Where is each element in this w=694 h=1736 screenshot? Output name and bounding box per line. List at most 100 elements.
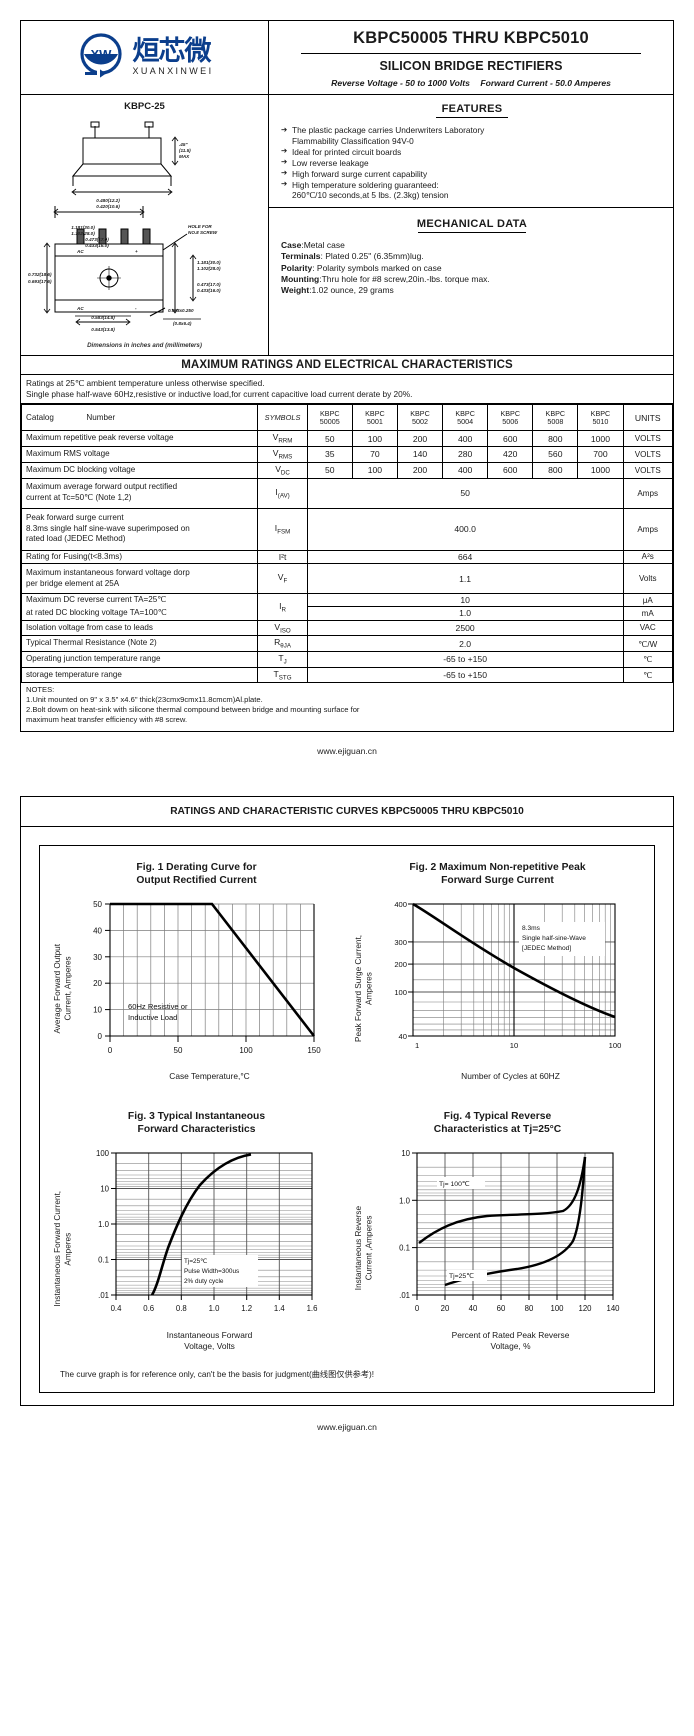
figure-row-1: Fig. 1 Derating Curve for Output Rectifi… bbox=[46, 860, 648, 1091]
param-description: storage temperature range bbox=[20, 666, 259, 684]
figure-3-annotation-line2: Pulse Width=300us bbox=[184, 1268, 239, 1275]
param-value: 560 bbox=[532, 446, 579, 463]
param-value: 100 bbox=[351, 461, 398, 479]
figure-1-annotation-line2: Inductive Load bbox=[128, 1013, 177, 1022]
brand-name-cn: 烜芯微 bbox=[132, 35, 211, 67]
param-value-span: 2500 bbox=[306, 619, 624, 637]
feature-text: Ideal for printed circuit boards bbox=[292, 146, 402, 157]
curves-disclaimer: The curve graph is for reference only, c… bbox=[60, 1369, 375, 1379]
figure-3-ylabel: Instantaneous Forward Current, Amperes bbox=[52, 1190, 72, 1307]
svg-text:40: 40 bbox=[399, 1032, 407, 1041]
feature-text-cont: 260℃/10 seconds,at 5 lbs. (2.3kg) tensio… bbox=[292, 190, 449, 201]
param-description: Rating for Fusing(t<8.3ms) bbox=[20, 549, 259, 565]
mechanical-row: Polarity: Polarity symbols marked on cas… bbox=[281, 263, 663, 274]
param-symbol: IR bbox=[257, 593, 308, 621]
table-row: Isolation voltage from case to leads VIS… bbox=[20, 619, 673, 637]
figure-4-xlabel-2: Voltage, % bbox=[490, 1341, 531, 1352]
number-label: Number bbox=[86, 412, 116, 422]
svg-text:1.0: 1.0 bbox=[98, 1220, 110, 1229]
param-value-span: 1.0 bbox=[306, 606, 624, 621]
mechanical-row: Terminals: Plated 0.25" (6.35mm)lug. bbox=[281, 251, 663, 262]
notes-heading: NOTES: bbox=[26, 685, 55, 695]
svg-text:(0.8x6.4): (0.8x6.4) bbox=[173, 321, 192, 326]
part-column-header: KBPC 5008 bbox=[532, 404, 579, 432]
svg-text:.01: .01 bbox=[399, 1291, 410, 1300]
param-description: at rated DC blocking voltage TA=100℃ bbox=[20, 606, 259, 621]
svg-text:120: 120 bbox=[578, 1304, 592, 1313]
param-description: Isolation voltage from case to leads bbox=[20, 619, 259, 637]
mechanical-row: Weight:1.02 ounce, 29 grams bbox=[281, 285, 663, 296]
mech-label: Weight bbox=[281, 285, 310, 296]
param-value: 1000 bbox=[577, 461, 624, 479]
symbols-header: SYMBOLS bbox=[257, 404, 308, 432]
param-unit: μA bbox=[622, 593, 673, 608]
param-value-span: 400.0 bbox=[306, 507, 624, 551]
svg-text:60: 60 bbox=[497, 1304, 506, 1313]
note-item: 2.Bolt dowm on heat-sink with silicone t… bbox=[26, 705, 360, 715]
param-description: Maximum repetitive peak reverse voltage bbox=[20, 430, 259, 448]
catalog-label: Catalog bbox=[26, 412, 54, 422]
condition-line-1: Ratings at 25℃ ambient temperature unles… bbox=[26, 378, 265, 388]
svg-text:0: 0 bbox=[98, 1032, 103, 1041]
param-value-span: 664 bbox=[306, 549, 624, 565]
param-symbol: VISO bbox=[257, 619, 308, 637]
param-value: 35 bbox=[306, 446, 353, 463]
svg-text:1.4: 1.4 bbox=[274, 1304, 286, 1313]
figure-2-annotation-line2: Single half-sine-Wave bbox=[522, 935, 586, 942]
figure-3-plot: 100 10 1.0 0.1 .01 0.4 0.6 0.8 1.0 1.2 bbox=[96, 1149, 317, 1313]
feature-text: High temperature soldering guaranteed: bbox=[292, 179, 439, 190]
svg-text:1.102(28.0): 1.102(28.0) bbox=[71, 231, 95, 236]
svg-text:100: 100 bbox=[609, 1041, 622, 1050]
product-subtitle: SILICON BRIDGE RECTIFIERS bbox=[379, 59, 563, 73]
figure-4: Fig. 4 Typical Reverse Characteristics a… bbox=[347, 1109, 648, 1362]
table-header-row: Catalog Number SYMBOLS KBPC 50005 KBPC 500… bbox=[20, 404, 673, 432]
mech-value: :Thru hole for #8 screw,20in.-lbs. torqu… bbox=[319, 273, 490, 284]
table-row: storage temperature range TSTG -65 to +1… bbox=[20, 666, 673, 684]
param-value: 200 bbox=[396, 430, 444, 448]
param-value: 420 bbox=[487, 446, 534, 463]
param-value: 400 bbox=[442, 430, 489, 448]
datasheet-page-2: RATINGS AND CHARACTERISTIC CURVES KBPC50… bbox=[0, 795, 694, 1442]
note-item: maximum heat transfer efficiency with #8… bbox=[26, 715, 188, 724]
figure-2-annotation-line3: [JEDEC Method] bbox=[522, 945, 571, 952]
svg-text:100: 100 bbox=[239, 1046, 253, 1055]
param-symbol: IFSM bbox=[257, 507, 308, 551]
param-symbol: VRMS bbox=[257, 446, 308, 463]
table-row: Operating junction temperature range TJ … bbox=[20, 650, 673, 668]
svg-text:300: 300 bbox=[394, 937, 407, 946]
figure-1-xlabel: Case Temperature,°C bbox=[169, 1070, 250, 1081]
curves-banner: RATINGS AND CHARACTERISTIC CURVES KBPC50… bbox=[21, 797, 673, 827]
svg-text:0: 0 bbox=[415, 1304, 420, 1313]
svg-text:0.433(16.0): 0.433(16.0) bbox=[197, 288, 221, 293]
mechanical-row: Case:Metal case bbox=[281, 240, 663, 251]
figure-2-title: Fig. 2 Maximum Non-repetitive Peak Forwa… bbox=[409, 861, 586, 886]
table-row: Typical Thermal Resistance (Note 2) RθJA… bbox=[20, 635, 673, 652]
param-symbol: VF bbox=[257, 563, 308, 595]
svg-text:1.0: 1.0 bbox=[209, 1304, 221, 1313]
features-list: The plastic package carries Underwriters… bbox=[281, 124, 663, 201]
svg-text:XW: XW bbox=[91, 47, 113, 62]
mech-value: : Plated 0.25" (6.35mm)lug. bbox=[320, 251, 424, 262]
param-value: 400 bbox=[442, 461, 489, 479]
figure-2-xlabel: Number of Cycles at 60HZ bbox=[461, 1070, 560, 1081]
note-item: 1.Unit mounted on 9" x 3.5" x4.6" thick(… bbox=[26, 695, 263, 705]
param-value: 1000 bbox=[577, 430, 624, 448]
svg-text:.01: .01 bbox=[98, 1291, 109, 1300]
param-value: 70 bbox=[351, 446, 398, 463]
feature-text: Low reverse leakage bbox=[292, 157, 369, 168]
svg-text:-: - bbox=[135, 306, 137, 311]
table-row: Maximum DC blocking voltage VDC 50 100 2… bbox=[20, 461, 673, 479]
param-value: 600 bbox=[487, 461, 534, 479]
figure-3-title: Fig. 3 Typical Instantaneous Forward Cha… bbox=[127, 1111, 266, 1135]
mech-value: :Metal case bbox=[301, 240, 345, 251]
param-symbol: I(AV) bbox=[257, 477, 308, 509]
mechanical-row: Mounting:Thru hole for #8 screw,20in.-lb… bbox=[281, 274, 663, 285]
feature-item: Low reverse leakage bbox=[281, 157, 663, 169]
svg-text:1.102(28.0): 1.102(28.0) bbox=[197, 266, 221, 271]
svg-text:0.1: 0.1 bbox=[399, 1243, 410, 1252]
param-unit: mA bbox=[622, 606, 673, 621]
svg-text:+: + bbox=[135, 249, 138, 254]
mech-label: Polarity bbox=[281, 262, 313, 273]
svg-text:80: 80 bbox=[525, 1304, 534, 1313]
mechanical-heading: MECHANICAL DATA bbox=[416, 218, 528, 231]
